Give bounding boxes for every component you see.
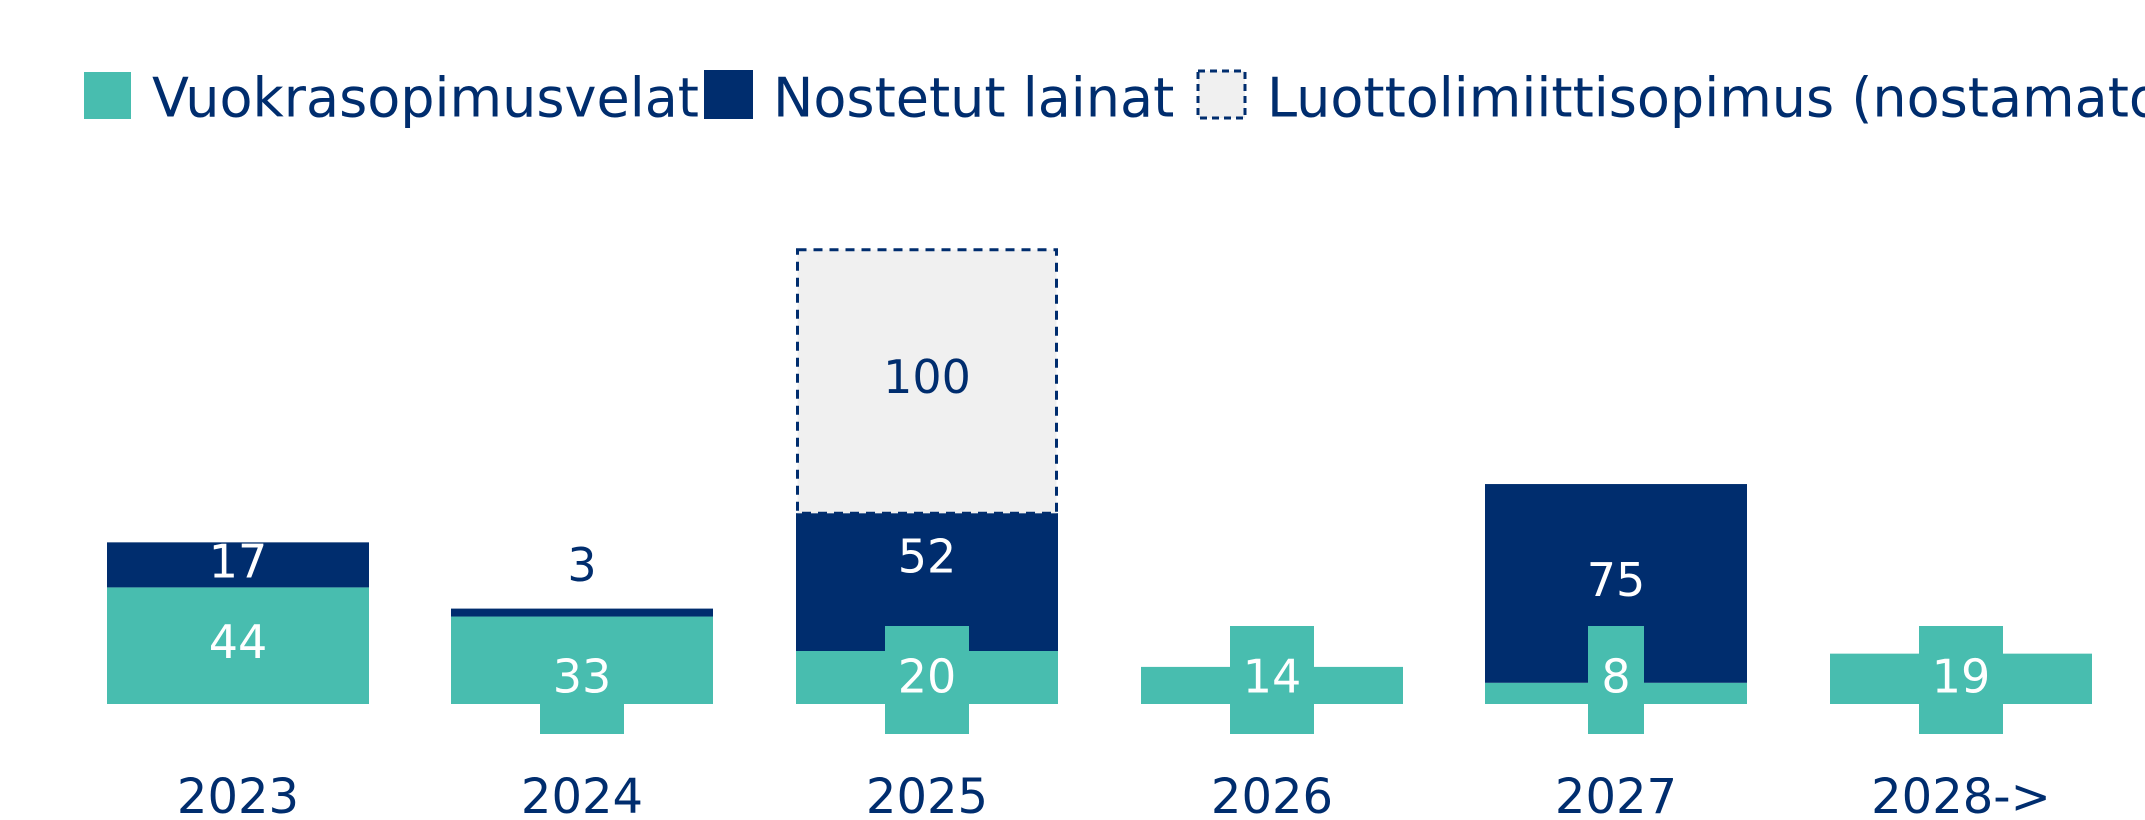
label-plate-lease-2025 bbox=[885, 626, 969, 734]
x-tick-label-2025: 2025 bbox=[866, 769, 988, 820]
legend-swatch-credit bbox=[1196, 69, 1247, 120]
data-label-lease-2024: 33 bbox=[553, 650, 612, 704]
data-label-lease-2025: 20 bbox=[898, 650, 957, 704]
data-label-lease-2027: 8 bbox=[1601, 650, 1630, 704]
bars-group bbox=[107, 248, 2092, 704]
label-plate-lease-2026 bbox=[1230, 626, 1314, 734]
bar-loans-2023 bbox=[107, 542, 369, 588]
data-label-loans-2027: 75 bbox=[1587, 553, 1646, 607]
bar-loans-2024 bbox=[451, 608, 713, 617]
x-tick-label-2026: 2026 bbox=[1211, 769, 1333, 820]
legend-label-credit: Luottolimiittisopimus (nostamaton) bbox=[1267, 67, 2145, 130]
data-label-loans-2023: 17 bbox=[209, 534, 268, 588]
legend-swatch-lease bbox=[84, 72, 131, 119]
x-tick-label-2024: 2024 bbox=[521, 769, 643, 820]
data-label-loans-2025: 52 bbox=[898, 530, 957, 584]
legend: Vuokrasopimusvelat Nostetut lainat Luott… bbox=[84, 67, 2145, 130]
label-plate-lease-2028-> bbox=[1919, 626, 2003, 734]
data-label-lease-2028->: 19 bbox=[1932, 650, 1991, 704]
data-label-lease-2023: 44 bbox=[209, 615, 268, 669]
x-tick-label-2023: 2023 bbox=[177, 769, 299, 820]
label-plate-lease-2027 bbox=[1588, 626, 1644, 734]
data-label-credit-2025: 100 bbox=[883, 350, 971, 404]
legend-swatch-loans bbox=[704, 70, 753, 119]
data-label-lease-2026: 14 bbox=[1243, 650, 1302, 704]
bar-credit-2025 bbox=[796, 248, 1058, 515]
data-label-loans-2024: 3 bbox=[567, 538, 596, 592]
legend-label-lease: Vuokrasopimusvelat bbox=[152, 67, 699, 130]
x-tick-label-2027: 2027 bbox=[1555, 769, 1677, 820]
x-axis-ticks: 2023 2024 2025 2026 2027 2028-> bbox=[177, 769, 2051, 820]
label-plate-lease-2024 bbox=[540, 626, 624, 734]
legend-label-loans: Nostetut lainat bbox=[773, 67, 1174, 130]
x-tick-label-2028->: 2028-> bbox=[1871, 769, 2051, 820]
bar-lease-2023 bbox=[107, 587, 369, 704]
